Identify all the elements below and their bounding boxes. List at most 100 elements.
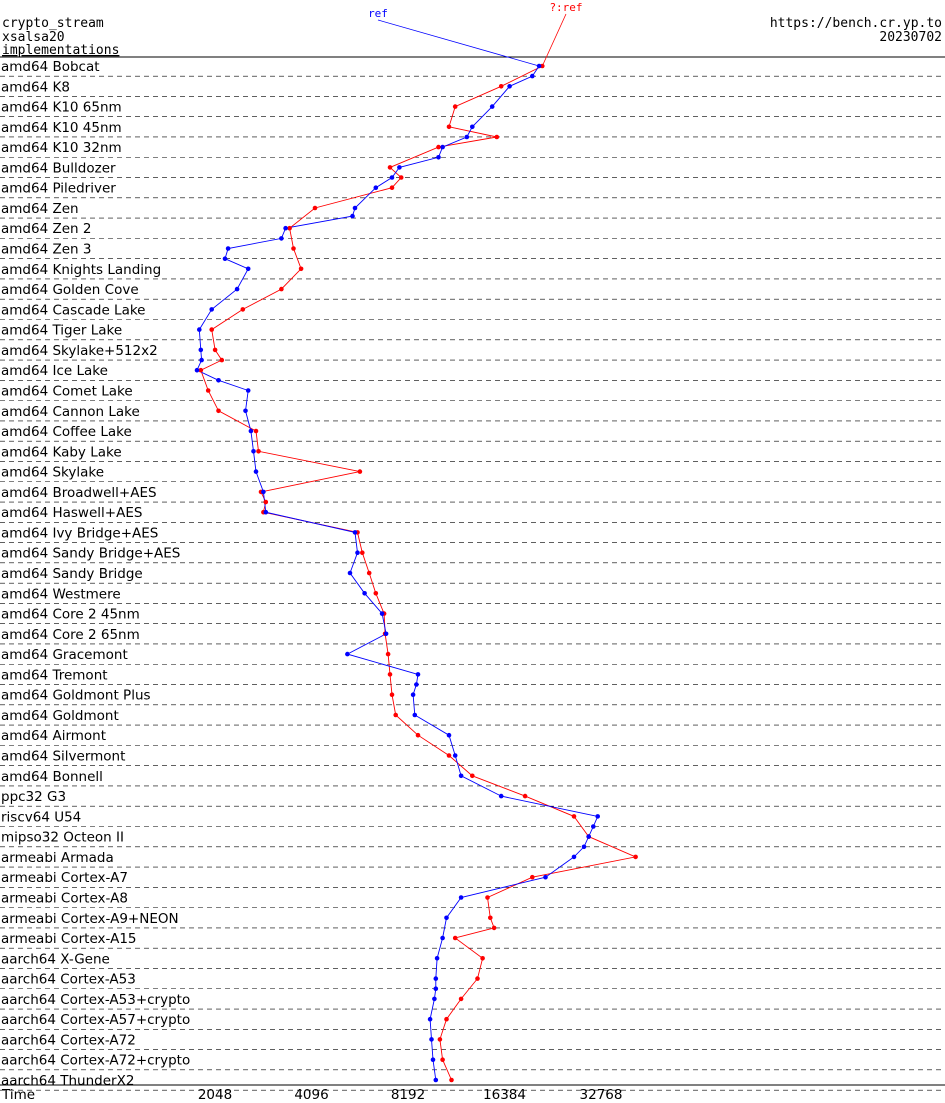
category-label: armeabi Cortex-A9+NEON [1, 911, 179, 927]
red-data-point [212, 347, 218, 353]
red-data-point [360, 550, 365, 555]
red-data-point [491, 925, 497, 931]
red-data-point [209, 327, 214, 332]
red-data-point [446, 753, 452, 758]
category-label: amd64 Broadwell+AES [1, 485, 157, 501]
blue-data-point [245, 266, 251, 272]
blue-data-point [263, 509, 269, 515]
blue-data-point [345, 651, 350, 657]
category-label: amd64 K8 [1, 79, 70, 95]
legend-leader-blue [377, 19, 540, 67]
red-data-point [494, 134, 500, 140]
red-data-point [540, 63, 545, 69]
blue-data-point [225, 246, 231, 251]
blue-data-point [440, 935, 445, 941]
category-label: amd64 Westmere [1, 586, 121, 602]
red-data-point [633, 854, 638, 860]
blue-data-point [470, 124, 475, 130]
category-label: amd64 Coffee Lake [1, 424, 132, 440]
red-data-point [475, 976, 480, 981]
category-label: armeabi Cortex-A8 [1, 890, 128, 906]
category-label: amd64 K10 65nm [1, 100, 122, 116]
blue-data-point [397, 165, 402, 170]
x-tick-label: 2048 [198, 1087, 232, 1103]
x-axis: Time 2048 4096 8192 16384 32768 [1, 1087, 622, 1103]
category-label: amd64 K10 45nm [1, 120, 122, 136]
blue-data-point [586, 834, 591, 839]
blue-data-point [434, 956, 440, 961]
category-label: aarch64 Cortex-A72 [1, 1032, 136, 1048]
red-data-point [387, 165, 393, 170]
red-data-point [216, 408, 221, 414]
blue-data-point [350, 213, 355, 219]
blue-series-line [196, 65, 599, 1081]
red-data-point [452, 935, 458, 941]
blue-data-point [279, 236, 284, 241]
blue-data-point [430, 1057, 436, 1062]
category-label: armeabi Cortex-A15 [1, 931, 137, 947]
category-label: amd64 Bulldozer [1, 160, 116, 176]
blue-data-point [251, 449, 256, 454]
red-data-point [522, 793, 528, 799]
red-data-point [398, 175, 404, 180]
category-label: amd64 Piledriver [1, 181, 116, 197]
category-label: amd64 Bobcat [1, 59, 100, 75]
blue-data-point [433, 986, 439, 991]
red-data-point [205, 388, 211, 393]
red-data-point [485, 895, 490, 900]
category-label: aarch64 Cortex-A53 [1, 972, 136, 988]
blue-data-point [412, 712, 418, 718]
red-data-point [366, 570, 372, 576]
red-data-point [279, 286, 284, 292]
legend-label-blue: ref [368, 7, 388, 20]
blue-data-point [440, 144, 445, 150]
blue-data-point [352, 205, 358, 211]
red-data-point [312, 205, 318, 211]
red-data-point [436, 144, 441, 150]
category-label: amd64 Tiger Lake [1, 323, 122, 339]
series-points [194, 63, 638, 1083]
header-right-0: https://bench.cr.yp.to [770, 16, 942, 31]
category-label: amd64 Sandy Bridge+AES [1, 546, 180, 562]
red-data-point [219, 357, 225, 363]
category-label: amd64 Silvermont [1, 749, 125, 765]
red-series-line [200, 65, 638, 1081]
category-label: mipso32 Octeon II [1, 830, 124, 846]
blue-data-point [446, 732, 452, 738]
legend-leader-red [541, 13, 567, 67]
category-label: amd64 Skylake+512x2 [1, 343, 158, 359]
chart-header: crypto_stream xsalsa20 implementations h… [2, 16, 942, 58]
blue-data-point [571, 854, 577, 860]
category-label: amd64 Skylake [1, 465, 104, 481]
category-label: amd64 Core 2 65nm [1, 627, 140, 643]
category-label: amd64 Bonnell [1, 769, 103, 785]
blue-data-point [433, 1077, 439, 1083]
red-data-point [452, 104, 458, 109]
blue-data-point [429, 1037, 434, 1042]
blue-data-point [507, 84, 512, 89]
red-data-point [253, 428, 259, 434]
blue-data-point [283, 225, 288, 231]
red-data-point [256, 449, 261, 454]
blue-data-point [444, 915, 449, 921]
blue-data-point [243, 408, 248, 414]
blue-data-point [362, 591, 367, 596]
category-label: amd64 Ice Lake [1, 363, 108, 379]
red-data-point [444, 1016, 449, 1022]
blue-data-point [414, 682, 419, 687]
red-data-point [287, 225, 292, 231]
blue-data-point [464, 134, 470, 140]
category-label: aarch64 Cortex-A57+crypto [1, 1012, 190, 1028]
x-tick-label: 16384 [483, 1087, 526, 1103]
blue-data-point [536, 63, 542, 69]
blue-data-point [415, 672, 421, 677]
blue-data-point [410, 692, 416, 697]
red-data-point [458, 996, 464, 1002]
blue-data-point [379, 611, 385, 616]
category-label: amd64 Cascade Lake [1, 302, 146, 318]
category-label: amd64 Cannon Lake [1, 404, 140, 420]
blue-data-point [234, 286, 240, 292]
blue-data-point [197, 327, 202, 332]
blue-data-point [245, 388, 251, 393]
